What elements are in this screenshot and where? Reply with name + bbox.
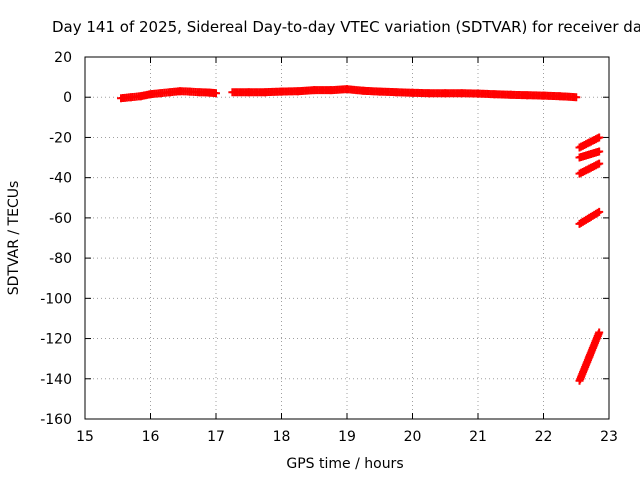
y-tick-label: -60 [49,211,72,227]
x-tick-label: 20 [404,429,422,445]
y-tick-label: -100 [40,291,72,307]
x-tick-label: 17 [207,429,225,445]
x-tick-label: 22 [535,429,553,445]
data-point [595,328,604,337]
x-tick-label: 23 [600,429,618,445]
data-marks [117,85,604,385]
data-series-2 [575,133,604,152]
x-tick-label: 18 [273,429,291,445]
data-series-3 [575,147,604,162]
y-tick-label: 0 [63,90,72,106]
y-tick-label: 20 [54,50,72,66]
y-tick-label: -140 [40,372,72,388]
y-tick-label: -120 [40,332,72,348]
chart-title: Day 141 of 2025, Sidereal Day-to-day VTE… [52,18,640,36]
data-point [595,133,604,142]
data-point [212,89,220,98]
axis-ticks: 15 16 17 18 19 20 21 22 23 20 0 -20 -40 -60 -80 -100 -12… [40,50,618,445]
grid [85,57,609,419]
y-tick-label: -20 [49,130,72,146]
x-tick-label: 21 [469,429,487,445]
data-series-4 [575,159,604,178]
x-tick-label: 16 [142,429,160,445]
y-tick-label: -80 [49,251,72,267]
data-series-6 [575,328,604,385]
y-tick-label: -40 [49,171,72,187]
x-tick-label: 15 [76,429,94,445]
plot-frame [84,56,610,420]
y-tick-label: -160 [40,412,72,428]
data-point [595,159,604,168]
data-series-1 [228,85,581,102]
data-point [595,147,604,156]
data-point [593,208,602,217]
data-point [572,93,581,102]
x-tick-label: 19 [338,429,356,445]
data-point [595,207,604,216]
x-axis-label: GPS time / hours [286,456,404,472]
data-series-5 [575,207,604,228]
data-series-0 [117,87,220,103]
